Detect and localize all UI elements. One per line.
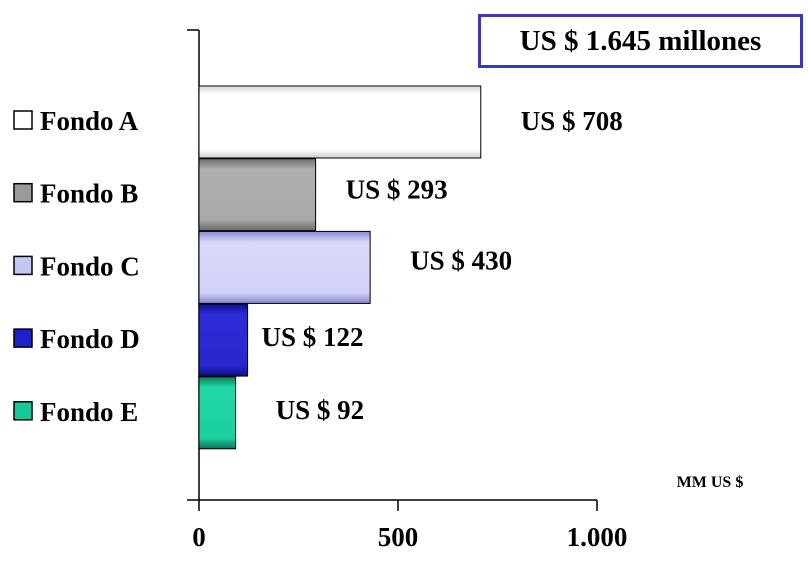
bar-fondo-a — [198, 85, 482, 159]
x-tick-label: 0 — [192, 522, 206, 552]
legend-label-fondo-b: Fondo B — [40, 179, 138, 209]
legend-swatch-fondo-d — [13, 328, 33, 348]
data-label-fondo-b: US $ 293 — [346, 175, 448, 205]
total-amount-box: US $ 1.645 millones — [478, 14, 803, 68]
legend: Fondo A Fondo B Fondo C Fondo D Fondo E — [13, 106, 140, 427]
legend-label-fondo-e: Fondo E — [40, 397, 138, 427]
legend-swatch-fondo-c — [13, 255, 33, 276]
legend-swatch-fondo-e — [13, 401, 33, 421]
bar-fondo-b — [198, 158, 317, 232]
x-tick-label: 500 — [378, 522, 419, 552]
x-tick-label: 1.000 — [567, 522, 628, 552]
bar-fondo-d — [198, 303, 249, 377]
bars — [198, 85, 482, 450]
bar-fondo-c — [198, 230, 371, 304]
data-label-fondo-c: US $ 430 — [410, 245, 512, 275]
legend-label-fondo-d: Fondo D — [40, 324, 140, 354]
legend-label-fondo-c: Fondo C — [40, 251, 140, 281]
legend-label-fondo-a: Fondo A — [40, 106, 139, 136]
x-ticks: 0 500 1.000 — [192, 500, 627, 552]
bar-fondo-e — [198, 376, 237, 450]
x-axis-label: MM US $ — [677, 474, 744, 491]
data-label-fondo-d: US $ 122 — [262, 322, 364, 352]
data-label-fondo-e: US $ 92 — [276, 395, 365, 425]
data-label-fondo-a: US $ 708 — [521, 106, 623, 136]
legend-swatch-fondo-b — [13, 182, 33, 203]
data-labels: US $ 708 US $ 293 US $ 430 US $ 122 US $ 92 — [262, 106, 623, 425]
legend-swatch-fondo-a — [13, 110, 33, 130]
